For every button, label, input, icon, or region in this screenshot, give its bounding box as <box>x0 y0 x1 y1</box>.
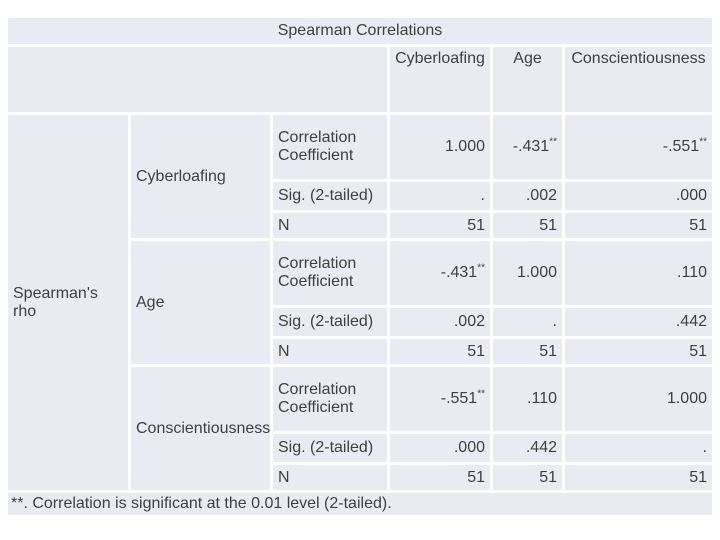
corr-value: -.551 <box>440 390 478 408</box>
sig-value-cell: . <box>565 434 712 462</box>
corr-value-cell: .110 <box>493 367 562 431</box>
n-value-cell: 51 <box>390 213 490 238</box>
significance-footnote: **. Correlation is significant at the 0.… <box>8 493 712 515</box>
stat-label-sig: Sig. (2-tailed) <box>273 308 387 336</box>
row-group-label: Spearman's rho <box>8 115 128 490</box>
n-value-cell: 51 <box>493 213 562 238</box>
corr-value: -.431 <box>512 138 550 156</box>
sig-value-cell: .000 <box>390 434 490 462</box>
corr-value-cell: -.551** <box>565 115 712 179</box>
stat-label-n: N <box>273 465 387 490</box>
n-value-cell: 51 <box>565 213 712 238</box>
significance-flag: ** <box>549 136 557 148</box>
stat-label-correlation: Correlation Coefficient <box>273 367 387 431</box>
corr-value: -.431 <box>440 264 478 282</box>
column-header-conscientiousness: Conscientiousness <box>565 47 712 112</box>
stat-label-sig: Sig. (2-tailed) <box>273 182 387 210</box>
table-row: N 51 51 51 <box>8 213 712 238</box>
title-row: Spearman Correlations <box>8 18 712 44</box>
corr-value: .110 <box>677 264 707 282</box>
n-value-cell: 51 <box>390 465 490 490</box>
significance-flag: ** <box>477 262 485 274</box>
column-header-row: Cyberloafing Age Conscientiousness <box>8 47 712 112</box>
sig-value-cell: .442 <box>565 308 712 336</box>
corr-value-cell: -.551** <box>390 367 490 431</box>
corr-value: -.551 <box>662 138 700 156</box>
corr-value: 1.000 <box>516 264 557 282</box>
corr-value-cell: .110 <box>565 241 712 305</box>
corr-value: 1.000 <box>666 390 707 408</box>
footnote-row: **. Correlation is significant at the 0.… <box>8 493 712 515</box>
corr-value-cell: 1.000 <box>390 115 490 179</box>
corr-value: .110 <box>527 390 557 408</box>
n-value-cell: 51 <box>565 465 712 490</box>
sig-value-cell: . <box>493 308 562 336</box>
table-row: Sig. (2-tailed) .002 . .442 <box>8 308 712 336</box>
table-row: Spearman's rho Cyberloafing Correlation … <box>8 115 712 490</box>
table-title: Spearman Correlations <box>8 18 712 44</box>
sig-value-cell: .000 <box>565 182 712 210</box>
stub-header-cell <box>8 47 387 112</box>
table-row: Sig. (2-tailed) .000 .442 . <box>8 434 712 462</box>
n-value-cell: 51 <box>565 339 712 364</box>
stat-label-correlation: Correlation Coefficient <box>273 115 387 179</box>
sig-value-cell: .002 <box>390 308 490 336</box>
corr-value-cell: 1.000 <box>565 367 712 431</box>
table-row: Age Correlation Coefficient -.431** 1.00… <box>8 241 712 364</box>
n-value-cell: 51 <box>493 339 562 364</box>
variable-label-age: Age <box>131 241 270 364</box>
sig-value-cell: . <box>390 182 490 210</box>
table-row: N 51 51 51 <box>8 465 712 490</box>
spearman-correlations-table: Spearman Correlations Cyberloafing Age C… <box>5 15 715 518</box>
sig-value-cell: .002 <box>493 182 562 210</box>
column-header-cyberloafing: Cyberloafing <box>390 47 490 112</box>
n-value-cell: 51 <box>493 465 562 490</box>
stat-label-sig: Sig. (2-tailed) <box>273 434 387 462</box>
corr-value: 1.000 <box>444 138 485 156</box>
column-header-age: Age <box>493 47 562 112</box>
stat-label-n: N <box>273 213 387 238</box>
corr-value-cell: -.431** <box>493 115 562 179</box>
table-row: Sig. (2-tailed) . .002 .000 <box>8 182 712 210</box>
table-row: Conscientiousness Correlation Coefficien… <box>8 367 712 490</box>
variable-label-conscientiousness: Conscientiousness <box>131 367 270 490</box>
stat-label-n: N <box>273 339 387 364</box>
table-row: N 51 51 51 <box>8 339 712 364</box>
n-value-cell: 51 <box>390 339 490 364</box>
corr-value-cell: 1.000 <box>493 241 562 305</box>
significance-flag: ** <box>699 136 707 148</box>
significance-flag: ** <box>477 388 485 400</box>
sig-value-cell: .442 <box>493 434 562 462</box>
variable-label-cyberloafing: Cyberloafing <box>131 115 270 238</box>
corr-value-cell: -.431** <box>390 241 490 305</box>
stat-label-correlation: Correlation Coefficient <box>273 241 387 305</box>
